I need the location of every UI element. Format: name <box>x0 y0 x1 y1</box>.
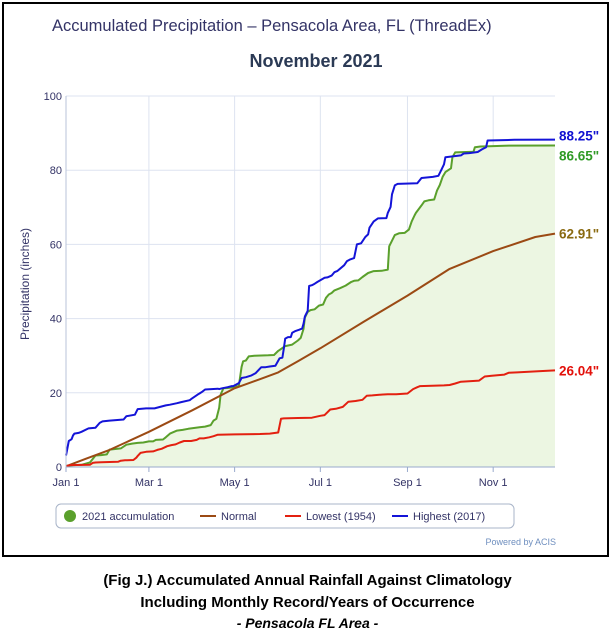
end-labels: 86.65" 62.91" 26.04" 88.25" <box>559 129 599 379</box>
x-tick-label: Jan 1 <box>53 477 80 489</box>
x-tick-label: Sep 1 <box>393 477 422 489</box>
caption-line-2: Including Monthly Record/Years of Occurr… <box>140 594 475 611</box>
chart-subtitle: November 2021 <box>249 51 382 71</box>
y-tick-label: 0 <box>56 462 62 474</box>
series-layer <box>65 138 556 468</box>
x-tick-label: Nov 1 <box>479 477 508 489</box>
caption-line-3: - Pensacola FL Area - <box>236 615 379 631</box>
end-label-0: 86.65" <box>559 149 599 164</box>
series-line-0 <box>65 144 556 467</box>
legend: 2021 accumulation Normal Lowest (1954) High… <box>55 503 515 529</box>
y-tick-label: 100 <box>44 91 62 103</box>
x-tick-label: May 1 <box>220 477 250 489</box>
chart-svg: Accumulated Precipitation – Pensacola Ar… <box>18 17 599 547</box>
legend-label-0: 2021 accumulation <box>82 511 174 523</box>
series-line-3 <box>65 138 556 456</box>
end-label-2: 26.04" <box>559 363 599 378</box>
series-line-2 <box>65 369 556 468</box>
x-tick-label: Mar 1 <box>135 477 163 489</box>
y-tick-label: 20 <box>50 388 62 400</box>
legend-marker-0 <box>64 510 76 522</box>
legend-label-1: Normal <box>221 511 256 523</box>
chart-frame: Accumulated Precipitation – Pensacola Ar… <box>2 2 609 557</box>
caption-line-1: (Fig J.) Accumulated Annual Rainfall Aga… <box>103 572 512 589</box>
y-tick-label: 60 <box>50 239 62 251</box>
y-tick-label: 40 <box>50 314 62 326</box>
x-tick-label: Jul 1 <box>309 477 332 489</box>
legend-label-2: Lowest (1954) <box>306 511 376 523</box>
end-label-3: 88.25" <box>559 129 599 144</box>
series-line-1 <box>65 232 556 468</box>
end-label-1: 62.91" <box>559 227 599 242</box>
axes: 0 20 40 60 80 100 Jan 1 Mar 1 May 1 Jul 1 Sep 1 Nov… <box>44 91 555 489</box>
chart-title: Accumulated Precipitation – Pensacola Ar… <box>52 17 492 35</box>
credit-text[interactable]: Powered by ACIS <box>485 537 556 547</box>
y-tick-label: 80 <box>50 165 62 177</box>
y-axis-label: Precipitation (inches) <box>18 228 32 340</box>
legend-label-3: Highest (2017) <box>413 511 485 523</box>
